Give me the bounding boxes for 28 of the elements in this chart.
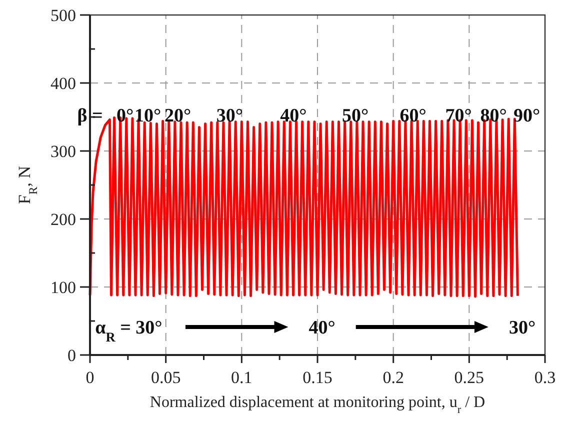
y-tick-label: 400: [50, 74, 76, 93]
annotation: 30°: [508, 318, 536, 339]
annotation: α$_{R}$ = 30°: [95, 318, 162, 344]
x-tick-label: 0: [86, 368, 94, 387]
y-tick-label: 300: [50, 142, 76, 161]
annotation: 80°: [480, 106, 507, 127]
y-tick-label: 0: [68, 346, 76, 365]
x-tick-label: 0.25: [454, 368, 484, 387]
annotation: 40°: [280, 106, 307, 127]
annotation: 0°: [116, 106, 134, 127]
x-tick-label: 0.3: [534, 368, 556, 387]
annotation: 90°: [513, 106, 540, 127]
annotation: 60°: [400, 106, 426, 127]
annotation: 10°: [134, 106, 162, 127]
annotation: 50°: [342, 106, 369, 127]
annotation: 20°: [164, 106, 192, 127]
x-tick-label: 0.2: [382, 368, 404, 387]
y-tick-label: 200: [50, 210, 76, 229]
annotation: β =: [77, 106, 103, 127]
annotation: 40°: [308, 318, 336, 339]
x-tick-label: 0.15: [302, 368, 332, 387]
y-tick-label: 100: [50, 278, 76, 297]
annotation: 30°: [216, 106, 243, 127]
y-tick-label: 500: [50, 6, 76, 25]
annotation: 70°: [445, 106, 472, 127]
x-tick-label: 0.1: [231, 368, 252, 387]
x-axis-title: Normalized displacement at monitoring point, u$_{r}$ / D: [150, 394, 486, 416]
x-tick-label: 0.05: [150, 368, 181, 387]
